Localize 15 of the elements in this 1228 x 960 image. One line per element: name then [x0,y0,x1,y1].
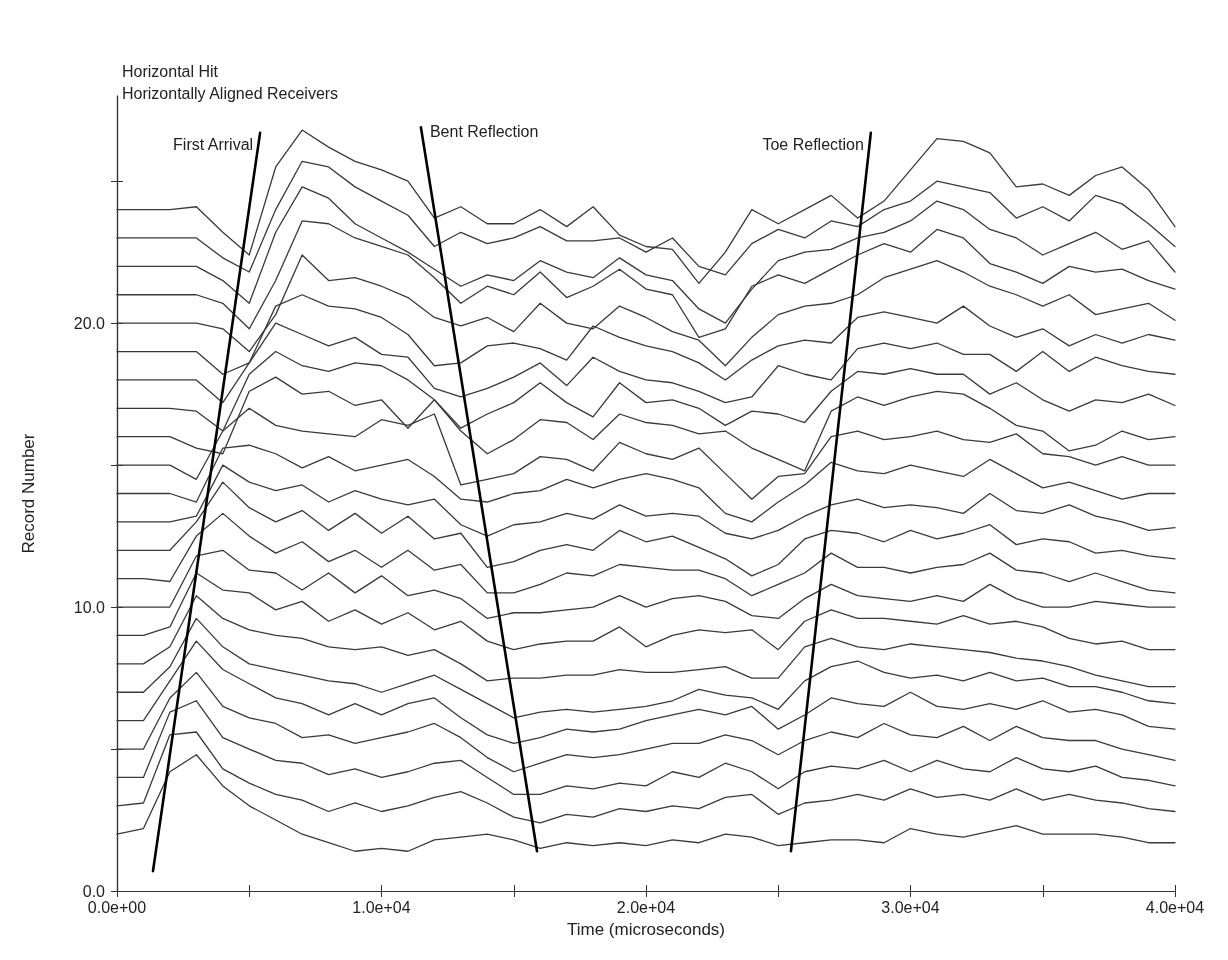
series-label: Toe Reflection [762,136,864,154]
chart-subtitle: Horizontally Aligned Receivers [122,84,339,102]
x-tick-label: 0.0e+00 [87,898,147,916]
x-tick-label: 2.0e+04 [616,898,676,916]
y-axis-title: Record Number [19,433,38,554]
x-tick-label: 1.0e+04 [352,898,411,916]
y-tick-label: 10.0 [73,598,106,616]
series-label: Bent Reflection [429,122,539,140]
chart-title: Horizontal Hit [122,62,219,80]
x-tick-label: 4.0e+04 [1145,898,1205,916]
y-tick-label: 20.0 [73,314,106,332]
series-label: First Arrival [173,136,254,154]
x-axis-title: Time (microseconds) [566,920,726,939]
y-tick-label: 0.0 [82,882,106,900]
x-tick-label: 3.0e+04 [881,898,940,916]
